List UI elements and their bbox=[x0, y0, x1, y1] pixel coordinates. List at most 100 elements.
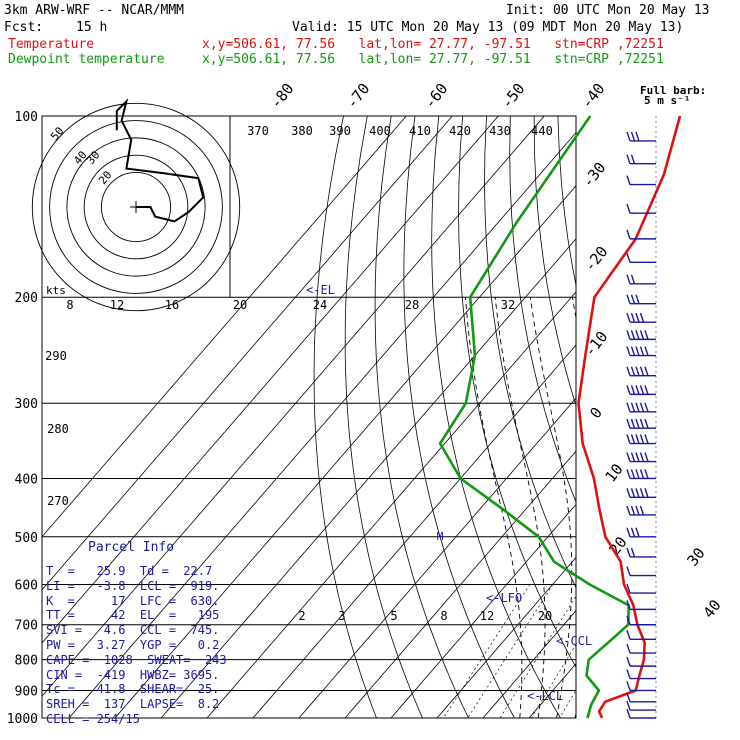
barb-feather bbox=[635, 418, 640, 429]
barb-feather bbox=[630, 452, 636, 462]
wind-barb bbox=[626, 418, 656, 429]
pressure-label: 900 bbox=[15, 684, 38, 699]
barb-feather bbox=[630, 402, 636, 413]
barb-feather bbox=[626, 402, 631, 413]
hodograph bbox=[31, 98, 241, 312]
barb-feather bbox=[630, 385, 636, 395]
dry-adiabat bbox=[653, 116, 740, 718]
isotherm-label: -70 bbox=[343, 80, 374, 112]
barb-feather bbox=[635, 330, 640, 340]
barb-feather bbox=[626, 656, 631, 667]
barb-feather bbox=[626, 229, 631, 240]
wind-barb bbox=[626, 708, 656, 719]
parcel-info-title: Parcel Info bbox=[88, 540, 175, 555]
parcel-info-row: CAPE = 1028 SWEAT= 243 bbox=[46, 652, 227, 667]
dry-adiabat bbox=[701, 116, 740, 718]
moist-adiabat bbox=[612, 297, 685, 718]
barb-feather bbox=[630, 366, 636, 376]
barb-feather bbox=[630, 505, 636, 516]
barb-feather bbox=[644, 434, 649, 444]
wind-barb bbox=[626, 547, 656, 558]
isotherm-label: 0 bbox=[586, 404, 606, 422]
wind-barb bbox=[626, 346, 656, 357]
theta-label: 370 bbox=[247, 124, 269, 138]
barb-feather bbox=[635, 402, 640, 413]
temperature-profile bbox=[577, 115, 682, 719]
dry-adiabat bbox=[313, 116, 377, 718]
barb-feather bbox=[630, 131, 636, 142]
wind-barb bbox=[626, 566, 656, 577]
hodograph-ring bbox=[66, 137, 206, 277]
wind-barb bbox=[626, 312, 656, 323]
pressure-label: 500 bbox=[15, 531, 38, 546]
hodograph-ring bbox=[83, 154, 189, 260]
isotherm bbox=[667, 116, 740, 718]
barb-feather bbox=[626, 643, 631, 654]
barb-feather bbox=[630, 154, 636, 164]
wind-barb bbox=[626, 175, 656, 186]
barb-feather bbox=[639, 434, 645, 444]
isotherm-label: 20 bbox=[605, 533, 630, 558]
isotherm bbox=[713, 116, 740, 718]
hodograph-ring bbox=[31, 102, 241, 312]
barb-feather bbox=[644, 402, 649, 413]
barb-feather bbox=[626, 131, 631, 142]
theta-label: 410 bbox=[409, 124, 431, 138]
barb-feather bbox=[626, 253, 631, 263]
barb-feather bbox=[644, 488, 649, 498]
hodograph-ring-label: 50 bbox=[48, 124, 66, 143]
parcel-info-row: SREH = 137 LAPSE= 8.2 bbox=[46, 697, 220, 712]
barb-feather bbox=[635, 366, 640, 376]
barb-feather bbox=[644, 418, 649, 429]
barb-feather bbox=[626, 630, 631, 640]
wind-barb bbox=[626, 469, 656, 480]
isotherm-label: -20 bbox=[581, 243, 612, 275]
wind-barb bbox=[626, 330, 656, 341]
barb-feather bbox=[644, 452, 649, 462]
isotherm bbox=[114, 185, 576, 718]
barb-feather bbox=[626, 505, 631, 516]
isotherm bbox=[482, 610, 576, 718]
theta-label: 390 bbox=[329, 124, 351, 138]
parcel-info-row: PW = 3.27 YGP = 0.2 bbox=[46, 638, 220, 652]
barb-feather bbox=[635, 452, 640, 462]
theta-label: 380 bbox=[291, 124, 313, 138]
mixing-ratio-label: 2 bbox=[298, 609, 305, 623]
mixing-ratio-label: 8 bbox=[440, 609, 447, 623]
dry-adiabat bbox=[374, 116, 469, 718]
theta-label: 400 bbox=[369, 124, 391, 138]
barb-feather bbox=[644, 346, 649, 356]
wind-barb bbox=[626, 434, 656, 445]
isotherm-label: 30 bbox=[683, 544, 708, 569]
wind-barb bbox=[626, 700, 656, 711]
wind-barb bbox=[626, 452, 656, 463]
dry-adiabat bbox=[403, 116, 515, 718]
barb-feather bbox=[635, 488, 640, 498]
mixing-ratio-label: 3 bbox=[338, 609, 345, 623]
barb-feather bbox=[639, 505, 645, 516]
mixing-ratio-line bbox=[499, 595, 576, 718]
wind-barb bbox=[626, 154, 656, 165]
barb-feather bbox=[639, 402, 645, 413]
wind-barb bbox=[626, 669, 656, 680]
barb-feather bbox=[635, 346, 640, 356]
mixing-ratio-line bbox=[597, 584, 675, 718]
moist-adiabat bbox=[529, 297, 573, 718]
dewpoint-profile bbox=[438, 115, 631, 719]
dewpoint-legend-label: Dewpoint temperature bbox=[8, 52, 165, 67]
lfc-marker: <-LFO bbox=[486, 591, 522, 605]
moist-adiabat-label: 8 bbox=[66, 298, 73, 312]
barb-feather bbox=[626, 418, 631, 429]
barb-feather bbox=[630, 274, 636, 285]
isotherm-label: -50 bbox=[498, 80, 529, 112]
el-marker: <-EL bbox=[306, 283, 335, 297]
barb-legend-unit: 5 m s⁻¹ bbox=[644, 94, 690, 107]
barb-feather bbox=[626, 434, 631, 444]
wind-barb bbox=[626, 488, 656, 499]
temperature-legend-label: Temperature bbox=[8, 37, 95, 52]
barb-feather bbox=[626, 274, 631, 285]
dry-adiabat bbox=[458, 116, 576, 669]
isotherm bbox=[436, 556, 576, 718]
barb-feather bbox=[630, 330, 636, 340]
moist-adiabat-label: 32 bbox=[501, 298, 515, 312]
